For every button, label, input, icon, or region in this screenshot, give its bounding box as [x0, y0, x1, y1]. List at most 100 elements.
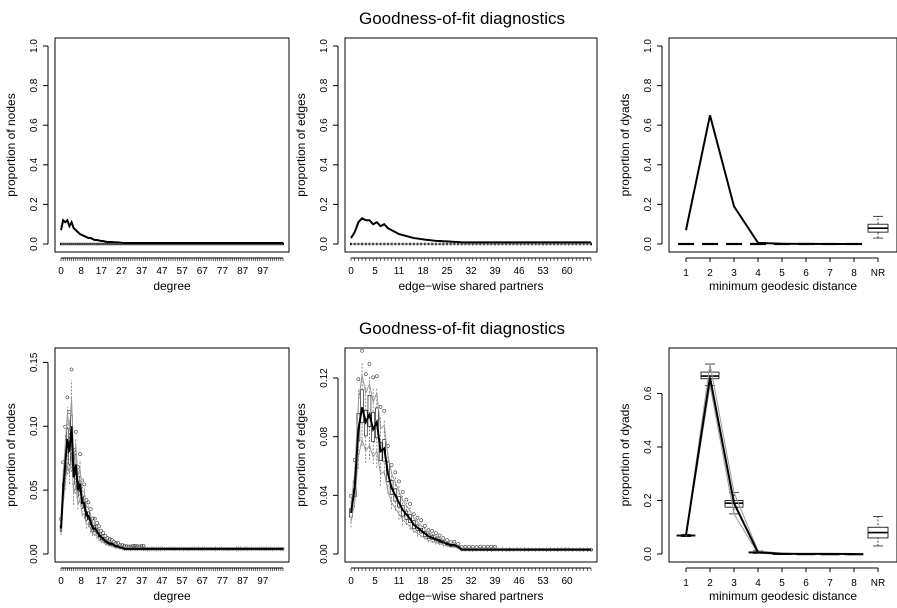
x-tick-label: 97 — [257, 266, 269, 277]
box-outlier — [78, 452, 82, 456]
y-tick-label: 1.0 — [643, 39, 654, 53]
y-axis-label: proportion of edges — [294, 403, 308, 506]
x-tick-label: 60 — [561, 266, 573, 277]
x-tick-label: 7 — [827, 268, 833, 279]
x-tick-label: 37 — [136, 576, 148, 587]
observed-line — [685, 115, 855, 245]
figure-title-bottom: Goodness-of-fit diagnostics — [359, 319, 565, 338]
box-outlier — [69, 367, 74, 372]
box-outlier — [422, 523, 427, 528]
y-tick-label: 0.10 — [29, 416, 40, 436]
y-tick-label: 0.4 — [319, 157, 330, 171]
x-tick-label: 37 — [136, 266, 148, 277]
x-tick-label: 4 — [755, 578, 761, 589]
y-axis-label: proportion of dyads — [618, 404, 632, 507]
x-tick-label: 18 — [417, 576, 429, 587]
x-tick-label: 5 — [372, 576, 378, 587]
x-tick-label: 32 — [465, 266, 477, 277]
box-outlier — [82, 482, 87, 487]
box-outlier — [356, 377, 361, 382]
box-outlier — [73, 429, 78, 434]
x-tick-label: 1 — [683, 268, 689, 279]
y-tick-label: 0.8 — [643, 78, 654, 92]
x-tick-label: 25 — [441, 576, 453, 587]
y-axis-label: proportion of edges — [294, 93, 308, 196]
box-outlier — [371, 375, 376, 380]
box-outlier — [84, 498, 89, 502]
x-tick-label: 17 — [96, 266, 108, 277]
x-tick-label: 25 — [441, 266, 453, 277]
x-tick-label: 2 — [707, 578, 713, 589]
y-tick-label: 0.4 — [643, 157, 654, 171]
sim-lower-line — [60, 454, 283, 551]
y-axis-label: proportion of nodes — [4, 403, 18, 506]
y-tick-label: 0.15 — [29, 352, 40, 372]
x-tick-label: 87 — [237, 576, 249, 587]
x-axis-label: edge−wise shared partners — [398, 589, 543, 603]
observed-line — [350, 407, 591, 551]
x-tick-label: 11 — [394, 576, 405, 587]
x-tick-label: 77 — [217, 266, 229, 277]
sim-lower-line — [685, 385, 854, 555]
x-tick-label: 0 — [348, 576, 354, 587]
x-axis-label: minimum geodesic distance — [709, 279, 857, 293]
x-tick-label: NR — [871, 268, 885, 279]
x-tick-label: 53 — [537, 576, 549, 587]
panel-distance-top: 0.0 0.2 0.4 0.6 0.8 1.0 proportion of dyads min… — [618, 37, 897, 293]
x-tick-label: 47 — [156, 266, 168, 277]
figure-title-top: Goodness-of-fit diagnostics — [359, 9, 565, 28]
observed-line — [350, 217, 591, 244]
y-tick-label: 0.6 — [643, 386, 654, 400]
x-tick-label: 32 — [465, 576, 477, 587]
x-tick-label: 8 — [851, 578, 857, 589]
y-tick-label: 0.2 — [643, 493, 654, 507]
y-tick-label: 0.0 — [643, 547, 654, 561]
observed-line — [60, 218, 283, 245]
box-outlier — [430, 529, 435, 533]
box-outlier — [419, 518, 424, 523]
x-tick-label: 46 — [513, 576, 525, 587]
y-tick-label: 0.0 — [643, 237, 654, 251]
x-axis-label: degree — [153, 279, 191, 293]
x-tick-label: 2 — [707, 268, 713, 279]
x-axis-label: minimum geodesic distance — [709, 589, 857, 603]
y-tick-label: 0.6 — [29, 118, 40, 132]
x-tick-label: 6 — [803, 578, 809, 589]
box-outlier — [378, 404, 383, 409]
x-tick-label: 67 — [197, 576, 209, 587]
plot-frame — [54, 37, 290, 253]
x-tick-label: 87 — [237, 266, 249, 277]
observed-line — [685, 377, 855, 555]
x-tick-label: 6 — [803, 268, 809, 279]
box-outlier — [393, 470, 398, 475]
x-tick-label: 27 — [116, 266, 128, 277]
x-tick-label: 7 — [827, 578, 833, 589]
box-outlier — [415, 515, 420, 520]
box-outlier — [367, 362, 372, 366]
y-tick-label: 0.8 — [319, 78, 330, 92]
y-tick-label: 0.05 — [29, 480, 40, 500]
box-body — [360, 389, 364, 423]
box-outlier — [434, 531, 438, 536]
plot-frame — [668, 347, 897, 563]
box-outlier — [437, 533, 442, 538]
plot-frame — [54, 347, 290, 563]
y-tick-label: 0.4 — [643, 440, 654, 454]
y-axis-label: proportion of nodes — [4, 93, 18, 196]
y-tick-label: 0.0 — [319, 237, 330, 251]
y-tick-label: 0.00 — [29, 544, 40, 564]
observed-line — [60, 426, 283, 550]
box-outlier — [101, 531, 106, 535]
box-outlier — [107, 537, 112, 542]
x-axis-label: degree — [153, 589, 191, 603]
x-tick-label: 60 — [561, 576, 573, 587]
panel-distance-bottom: 0.0 0.2 0.4 0.6 proportion of dyads minimum g… — [618, 347, 897, 603]
y-tick-label: 0.04 — [319, 485, 330, 505]
box-outlier — [404, 497, 409, 502]
x-tick-label: 57 — [177, 576, 189, 587]
box-outlier — [426, 528, 431, 532]
box-outlier — [397, 479, 401, 484]
x-tick-label: 0 — [58, 266, 64, 277]
box-outlier — [400, 490, 405, 494]
